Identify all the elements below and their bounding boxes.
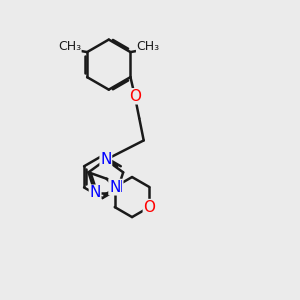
Text: O: O (129, 89, 141, 104)
Text: N: N (89, 185, 101, 200)
Text: CH₃: CH₃ (58, 40, 81, 53)
Text: N: N (111, 180, 123, 195)
Text: CH₃: CH₃ (136, 40, 160, 53)
Text: O: O (143, 200, 155, 214)
Text: N: N (100, 152, 112, 167)
Text: N: N (109, 180, 120, 195)
